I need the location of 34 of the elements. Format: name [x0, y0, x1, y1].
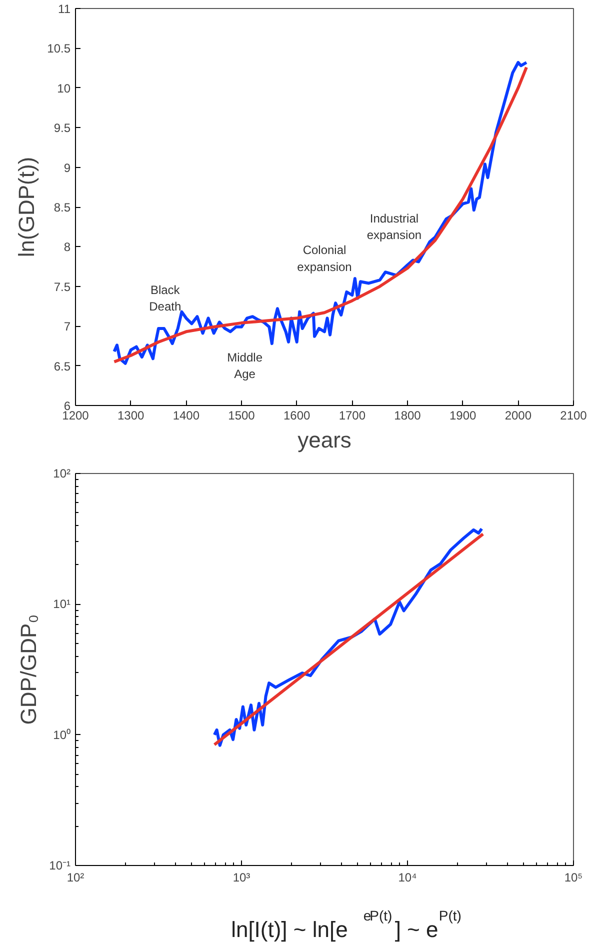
x-tick-label: 1700	[338, 408, 366, 422]
x-tick-label: 10⁴	[398, 870, 417, 884]
annotation: Industrial expansion	[366, 211, 422, 242]
y-tick-label: 10¹	[53, 597, 71, 612]
y-tick-label: 7	[64, 320, 71, 334]
y-tick-label: 10⁰	[53, 728, 71, 742]
y-axis-title: GDP/GDP₀	[16, 614, 42, 725]
annotation: Colonial expansion	[297, 243, 352, 274]
x-axis-title: years	[298, 428, 352, 452]
x-tick-label: 1200	[62, 408, 90, 422]
annotation: Black Death	[149, 282, 182, 314]
x-tick-label: 10³	[232, 870, 250, 884]
annotation: Middle Age	[227, 350, 263, 382]
y-tick-label: 10	[57, 81, 71, 96]
x-tick-label: 1800	[394, 408, 422, 422]
y-tick-label: 10²	[53, 466, 71, 480]
y-tick-label: 10⁻¹	[49, 858, 71, 872]
y-tick-label: 8.5	[54, 200, 71, 214]
y-tick-label: 8	[64, 240, 71, 254]
y-tick-label: 7.5	[54, 280, 71, 294]
y-tick-label: 9.5	[54, 121, 71, 136]
x-tick-label: 1400	[172, 408, 200, 422]
x-tick-label: 1900	[449, 408, 477, 422]
x-tick-label: 10⁵	[564, 870, 583, 884]
y-tick-label: 6.5	[54, 359, 71, 374]
x-tick-label: 1300	[117, 408, 145, 422]
x-tick-label: 1500	[228, 408, 256, 422]
y-axis-title: ln(GDP(t))	[14, 156, 40, 258]
x-tick-label: 2100	[560, 408, 588, 422]
y-tick-label: 9	[64, 160, 71, 175]
x-tick-label: 2000	[504, 408, 532, 422]
y-tick-label: 11	[58, 2, 71, 16]
y-tick-label: 10.5	[47, 42, 71, 56]
x-tick-label: 1600	[283, 408, 311, 422]
